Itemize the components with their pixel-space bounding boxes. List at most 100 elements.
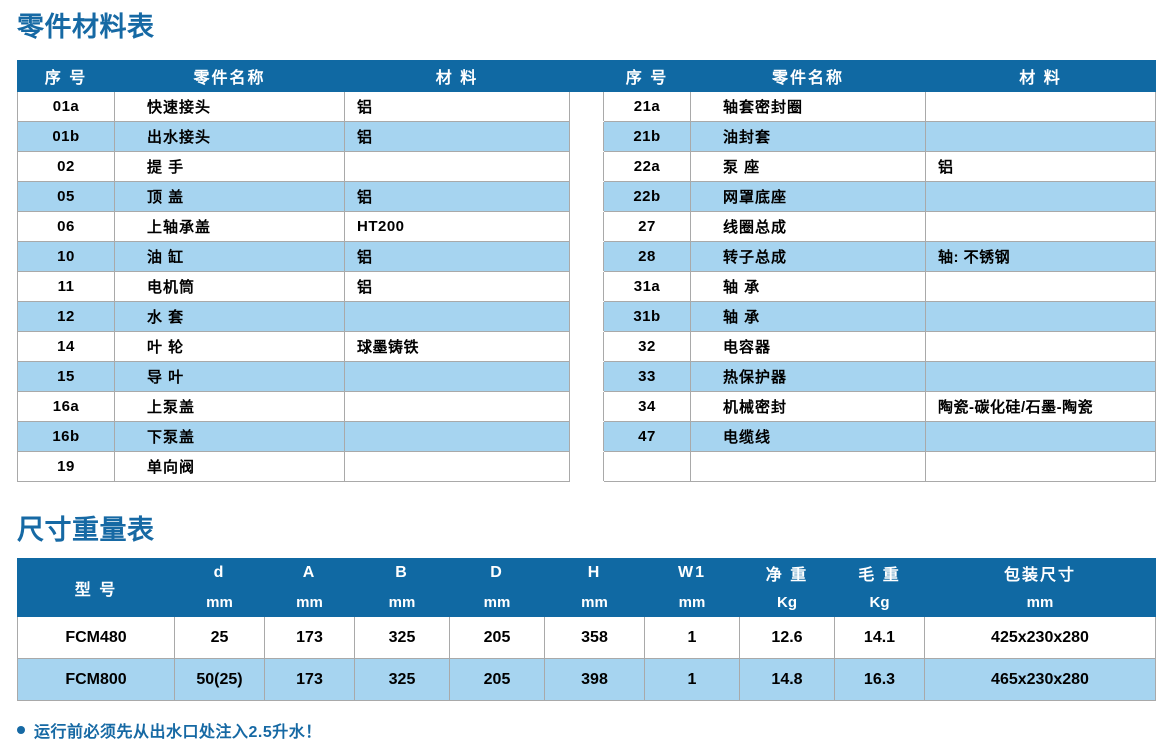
parts-table-gap-cell <box>569 361 604 392</box>
parts-cell-name: 热保护器 <box>690 361 926 392</box>
parts-cell-material <box>344 301 570 332</box>
parts-cell-name: 转子总成 <box>690 241 926 272</box>
dims-header-net-weight: 净 重 <box>739 558 835 588</box>
table-row: 12 水 套 31b 轴 承 <box>17 301 1156 332</box>
parts-cell-material: 铝 <box>344 121 570 152</box>
dims-header-dd: D <box>449 558 545 588</box>
parts-cell-no: 06 <box>17 211 115 242</box>
parts-cell-material <box>344 151 570 182</box>
parts-table-gap-cell <box>569 151 604 182</box>
parts-table-head: 序 号 零件名称 材 料 序 号 零件名称 材 料 <box>17 60 1156 92</box>
dims-unit-w1: mm <box>644 587 740 617</box>
dims-cell-w1: 1 <box>644 616 740 659</box>
parts-header-no-left: 序 号 <box>17 60 115 92</box>
table-row: 16a 上泵盖 34 机械密封 陶瓷-碳化硅/石墨-陶瓷 <box>17 391 1156 422</box>
parts-cell-material <box>925 361 1156 392</box>
parts-cell-no: 16a <box>17 391 115 422</box>
parts-table-gap-cell <box>569 391 604 422</box>
dims-unit-package: mm <box>924 587 1156 617</box>
table-row: 05 顶 盖铝 22b 网罩底座 <box>17 181 1156 212</box>
parts-cell-name: 线圈总成 <box>690 211 926 242</box>
table-row: 01b 出水接头铝 21b 油封套 <box>17 121 1156 152</box>
parts-table-gap-cell <box>569 241 604 272</box>
dims-unit-gross: Kg <box>834 587 925 617</box>
footnote-note: 运行前必须先从出水口处注入2.5升水！ <box>17 718 322 742</box>
parts-cell-material: 铝 <box>344 241 570 272</box>
parts-cell-name: 顶 盖 <box>114 181 345 212</box>
parts-cell-no: 11 <box>17 271 115 302</box>
parts-table-gap-cell <box>569 121 604 152</box>
parts-cell-name: 上轴承盖 <box>114 211 345 242</box>
parts-cell-name: 出水接头 <box>114 121 345 152</box>
parts-cell-material: 轴: 不锈钢 <box>925 241 1156 272</box>
parts-cell-no: 19 <box>17 451 115 482</box>
parts-cell-name: 单向阀 <box>114 451 345 482</box>
dims-cell-model: FCM800 <box>17 658 175 701</box>
dims-header-d: d <box>174 558 265 588</box>
parts-cell-no: 34 <box>603 391 691 422</box>
dims-header-gross-weight: 毛 重 <box>834 558 925 588</box>
parts-cell-material <box>344 391 570 422</box>
parts-cell-name: 叶 轮 <box>114 331 345 362</box>
parts-header-no-right: 序 号 <box>603 60 691 92</box>
parts-cell-material: 铝 <box>344 271 570 302</box>
parts-cell-no: 21a <box>603 91 691 122</box>
parts-cell-no: 02 <box>17 151 115 182</box>
parts-cell-name: 电缆线 <box>690 421 926 452</box>
parts-table-body: 01a 快速接头铝 21a 轴套密封圈 01b 出水接头铝 21b 油封套 02 提 手 22a 泵 … <box>17 91 1156 482</box>
parts-cell-no: 10 <box>17 241 115 272</box>
footnote-text: 运行前必须先从出水口处注入2.5升水！ <box>34 724 322 741</box>
parts-cell-no: 16b <box>17 421 115 452</box>
dims-cell-a: 173 <box>264 658 355 701</box>
parts-cell-no: 01a <box>17 91 115 122</box>
parts-cell-no: 22b <box>603 181 691 212</box>
dims-table-head: 型 号 d A B D H W1 净 重 毛 重 包装尺寸 mm mm mm m… <box>17 558 1156 617</box>
dims-unit-b: mm <box>354 587 450 617</box>
dims-cell-net-weight: 12.6 <box>739 616 835 659</box>
parts-cell-no: 15 <box>17 361 115 392</box>
parts-cell-material <box>925 121 1156 152</box>
parts-cell-no: 05 <box>17 181 115 212</box>
parts-cell-name <box>690 451 926 482</box>
parts-cell-no: 31a <box>603 271 691 302</box>
parts-cell-material <box>925 301 1156 332</box>
dims-cell-w1: 1 <box>644 658 740 701</box>
parts-cell-name: 轴 承 <box>690 301 926 332</box>
parts-table-gap-column <box>569 60 604 92</box>
dims-header-w1: W1 <box>644 558 740 588</box>
dims-table-body: FCM480 25 173 325 205 358 1 12.6 14.1 425x230x280… <box>17 616 1156 701</box>
table-row: FCM480 25 173 325 205 358 1 12.6 14.1 425x230x280 <box>17 616 1156 659</box>
dims-cell-d: 50(25) <box>174 658 265 701</box>
dims-unit-net: Kg <box>739 587 835 617</box>
parts-cell-no: 01b <box>17 121 115 152</box>
parts-cell-no: 32 <box>603 331 691 362</box>
parts-cell-no <box>603 451 691 482</box>
parts-cell-no: 28 <box>603 241 691 272</box>
parts-header-material-left: 材 料 <box>344 60 570 92</box>
parts-cell-material <box>344 451 570 482</box>
table-row: 11 电机筒铝 31a 轴 承 <box>17 271 1156 302</box>
parts-cell-no: 22a <box>603 151 691 182</box>
dims-unit-dd: mm <box>449 587 545 617</box>
parts-cell-name: 快速接头 <box>114 91 345 122</box>
dims-header-row-top: 型 号 d A B D H W1 净 重 毛 重 包装尺寸 <box>17 558 1156 617</box>
parts-cell-material <box>925 91 1156 122</box>
parts-cell-name: 轴套密封圈 <box>690 91 926 122</box>
dims-cell-gross-weight: 16.3 <box>834 658 925 701</box>
table-row: 10 油 缸铝 28 转子总成 轴: 不锈钢 <box>17 241 1156 272</box>
dims-header-h: H <box>544 558 645 588</box>
parts-cell-material: 铝 <box>344 91 570 122</box>
bullet-dot-icon <box>17 726 25 734</box>
parts-cell-material <box>344 421 570 452</box>
dims-cell-dd: 205 <box>449 658 545 701</box>
parts-table-gap-cell <box>569 421 604 452</box>
dims-header-row-units: mm mm mm mm mm mm Kg Kg mm <box>18 587 1156 617</box>
dims-header-package-size: 包装尺寸 <box>924 558 1156 588</box>
dims-cell-package-size: 465x230x280 <box>924 658 1156 701</box>
parts-cell-name: 水 套 <box>114 301 345 332</box>
parts-cell-material <box>925 181 1156 212</box>
parts-table-gap-cell <box>569 211 604 242</box>
table-row: 01a 快速接头铝 21a 轴套密封圈 <box>17 91 1156 122</box>
table-row: 14 叶 轮球墨铸铁 32 电容器 <box>17 331 1156 362</box>
parts-cell-name: 网罩底座 <box>690 181 926 212</box>
